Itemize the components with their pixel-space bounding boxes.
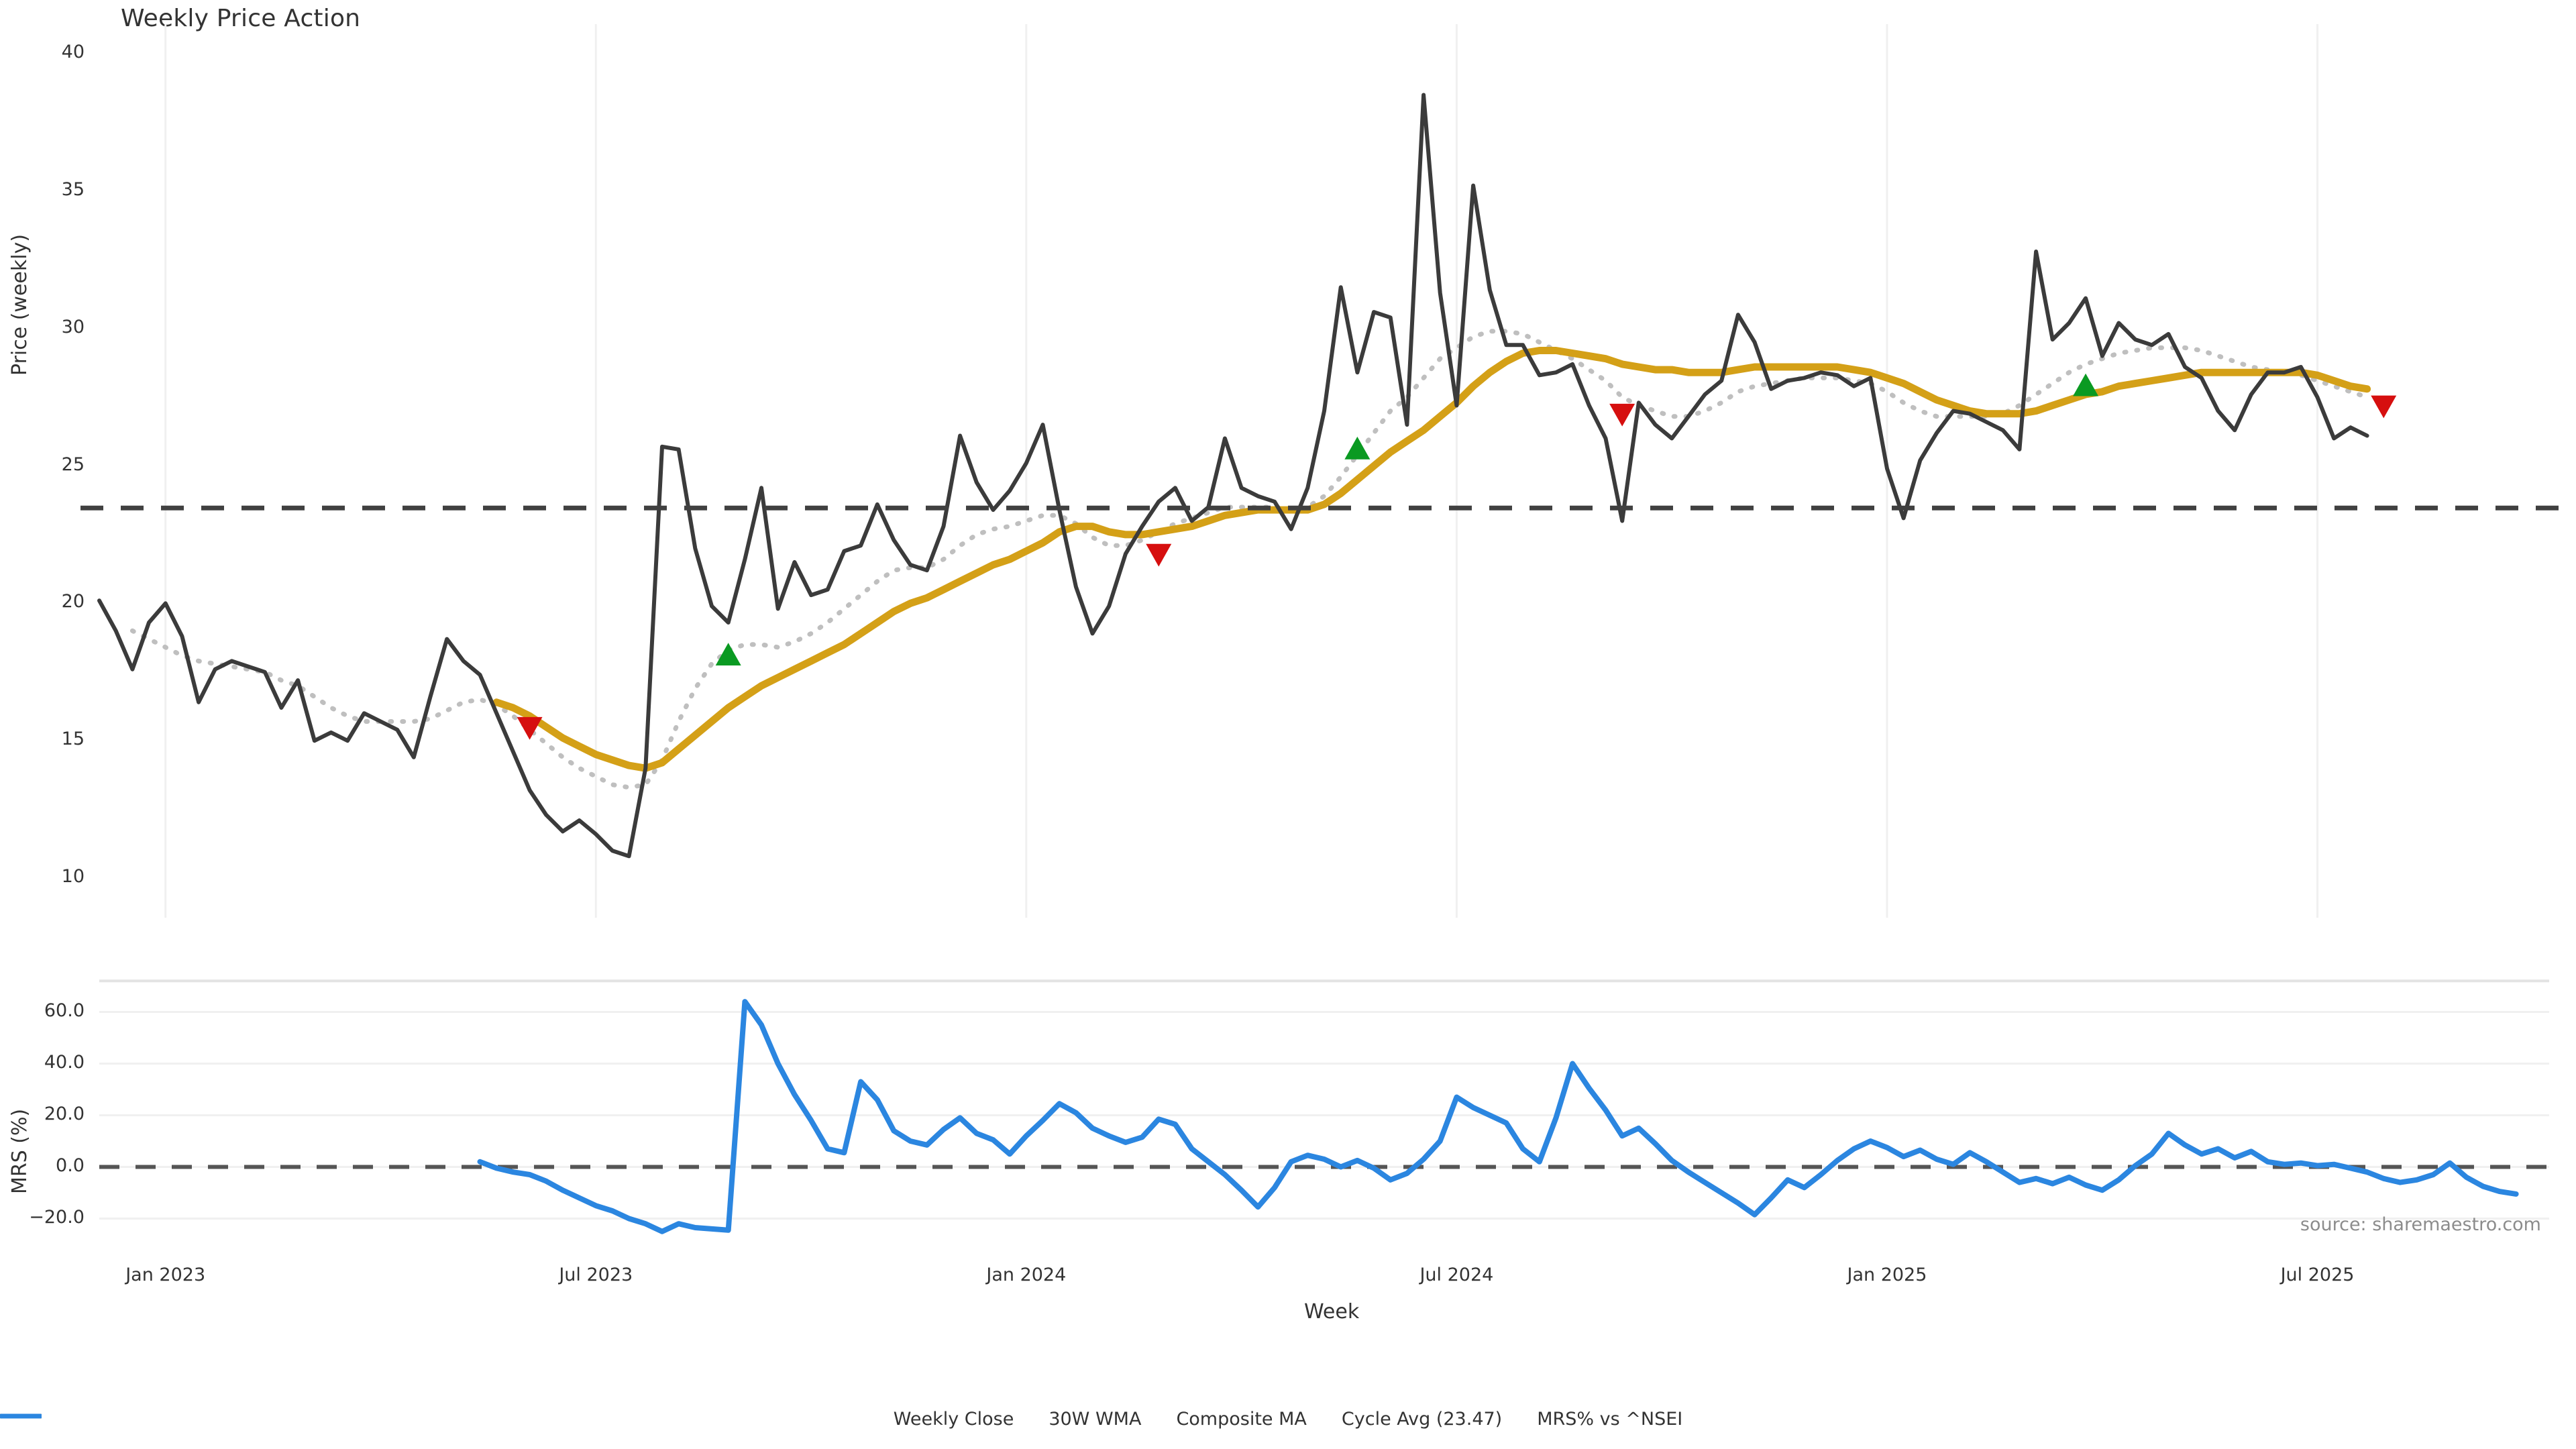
x-tick: Jan 2025	[1847, 1265, 1927, 1285]
mrs-line	[477, 999, 2519, 1234]
buy-marker-triangle-up	[2073, 373, 2099, 396]
price-y-tick: 40	[61, 42, 85, 62]
page-title: Weekly Price Action	[121, 5, 361, 32]
x-tick: Jul 2023	[559, 1265, 633, 1285]
weekly-close-line	[97, 93, 2369, 859]
legend-label: Weekly Close	[893, 1409, 1014, 1430]
sell-marker-triangle-down	[1609, 403, 1635, 427]
mrs-y-tick: 20.0	[44, 1103, 85, 1124]
legend-label: Cycle Avg (23.47)	[1341, 1409, 1503, 1430]
price-y-tick: 10	[61, 866, 85, 888]
mrs-y-tick: 60.0	[44, 1000, 85, 1021]
price-y-tick: 25	[61, 453, 85, 475]
legend-item-2[interactable]: Composite MA	[0, 1409, 1307, 1430]
buy-marker-triangle-up	[1344, 436, 1371, 460]
legend-item-0[interactable]: Weekly Close	[0, 1409, 1014, 1430]
x-tick: Jul 2024	[1419, 1265, 1494, 1285]
price-y-tick: 20	[61, 591, 85, 612]
mrs-y-tick: −20.0	[29, 1206, 85, 1228]
sell-marker-triangle-down	[517, 716, 543, 740]
legend-label: 30W WMA	[1049, 1409, 1142, 1430]
mrs-y-tick: 0.0	[56, 1155, 85, 1176]
price-y-tick: 35	[61, 178, 85, 200]
source-attribution: source: sharemaestro.com	[2300, 1214, 2541, 1235]
sell-marker-triangle-down	[1146, 543, 1172, 567]
price-y-tick: 15	[61, 729, 85, 750]
sell-marker-triangle-down	[2371, 395, 2397, 419]
legend-label: Composite MA	[1176, 1409, 1307, 1430]
legend-swatch-icon	[0, 1413, 42, 1419]
legend-item-3[interactable]: Cycle Avg (23.47)	[0, 1409, 1503, 1430]
legend-label: MRS% vs ^NSEI	[1537, 1409, 1683, 1430]
chart-legend: Weekly Close 30W WMA Composite MA Cycle Avg…	[0, 1409, 2576, 1430]
x-tick: Jan 2024	[986, 1265, 1067, 1285]
x-tick: Jan 2023	[125, 1265, 206, 1285]
legend-item-4[interactable]: MRS% vs ^NSEI	[0, 1409, 1683, 1430]
price-y-tick: 30	[61, 316, 85, 337]
wma-line	[492, 347, 2371, 772]
x-axis-label: Week	[1304, 1300, 1360, 1324]
composite-ma-line	[129, 329, 2370, 790]
mrs-y-tick: 40.0	[44, 1051, 85, 1073]
legend-item-1[interactable]: 30W WMA	[0, 1409, 1142, 1430]
buy-marker-triangle-up	[715, 643, 741, 666]
x-tick: Jul 2025	[2280, 1265, 2355, 1285]
